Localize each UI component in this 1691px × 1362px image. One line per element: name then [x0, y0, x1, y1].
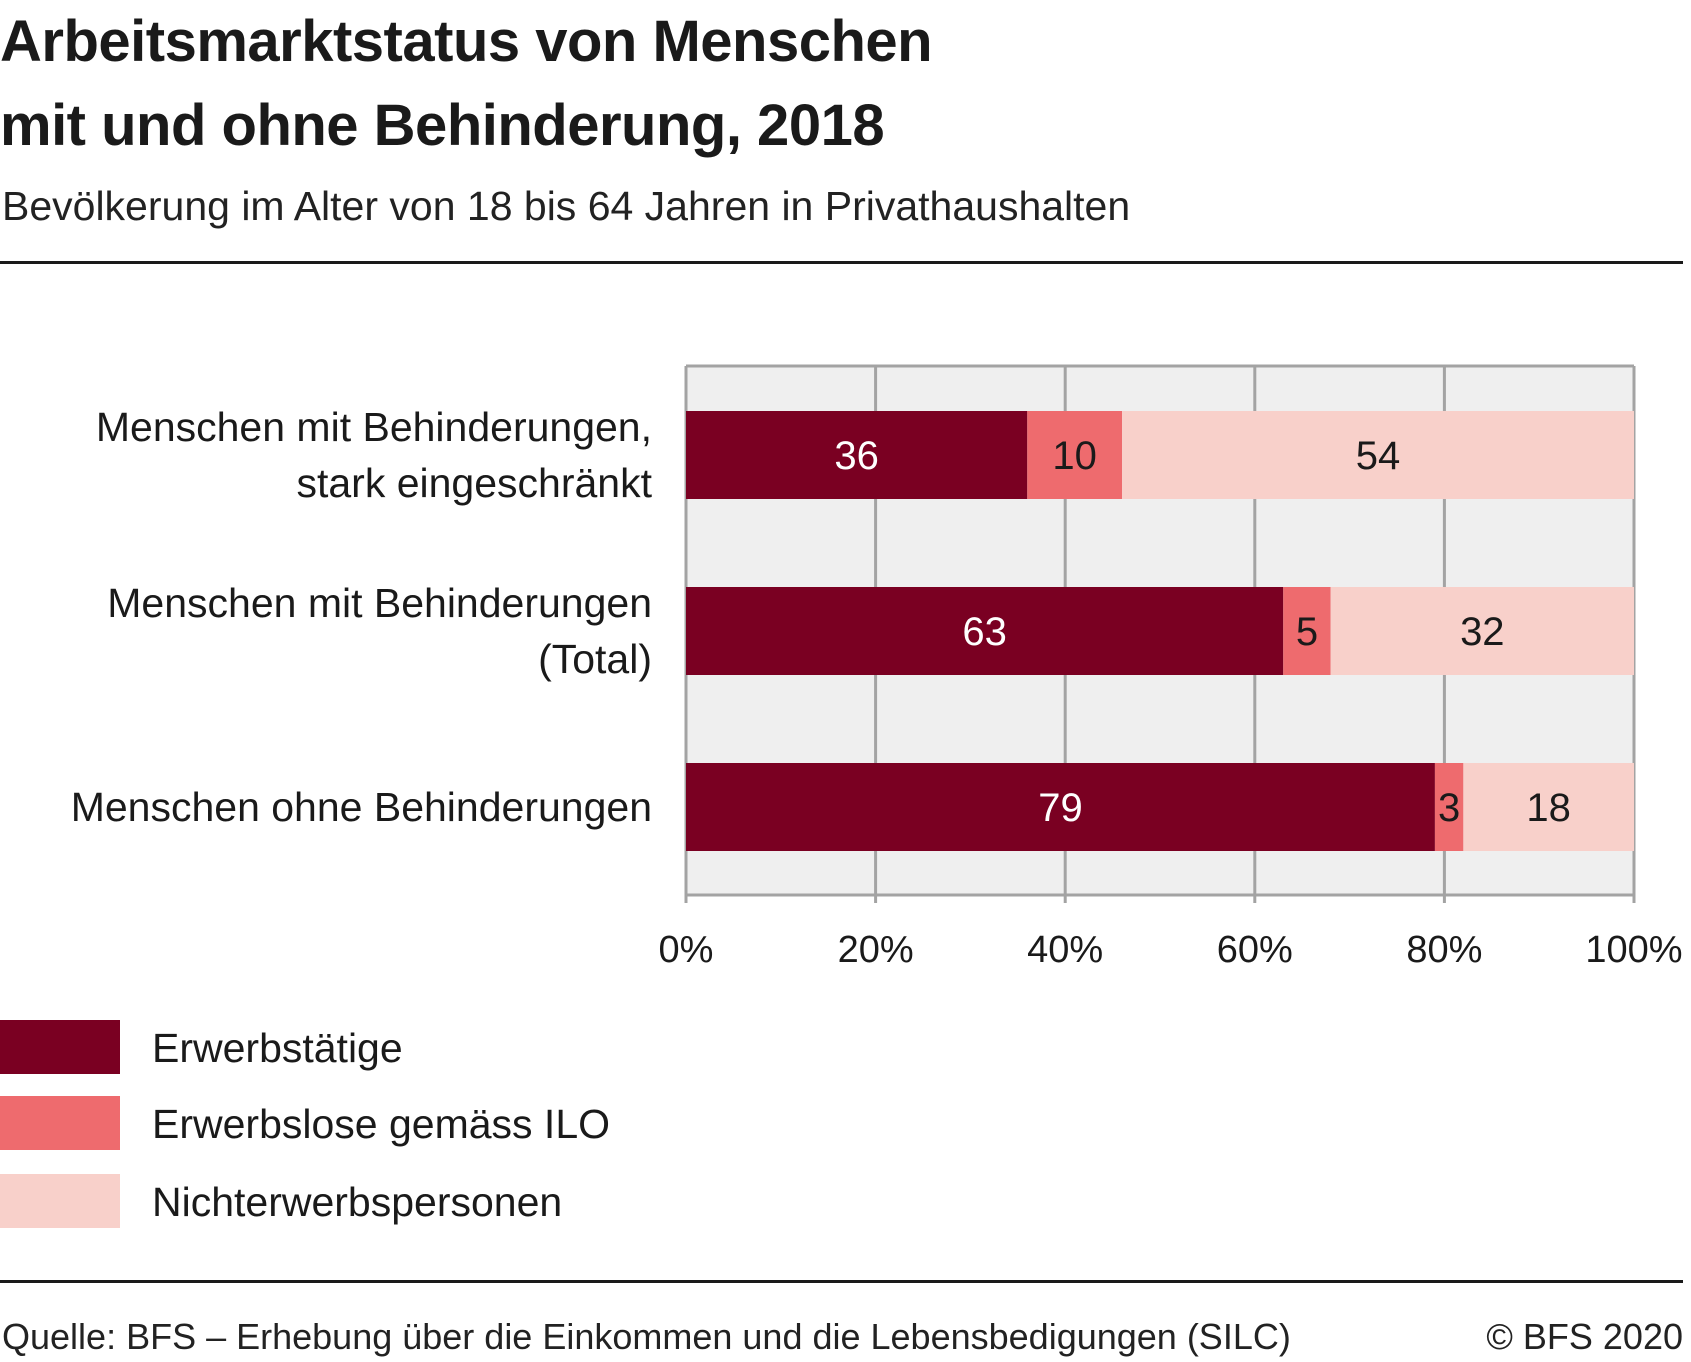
- x-tick-label: 100%: [1585, 929, 1682, 971]
- category-labels: Menschen mit Behinderungen, stark eingesc…: [71, 404, 653, 830]
- legend-swatch-nichterwerbspersonen: [0, 1174, 120, 1228]
- category-label: Menschen mit Behinderungen,: [96, 404, 652, 450]
- source-note: Quelle: BFS – Erhebung über die Einkomme…: [2, 1316, 1291, 1357]
- category-label: (Total): [538, 636, 652, 682]
- x-tick-label: 80%: [1406, 929, 1482, 971]
- bar-chart: 36 10 54 63 5 32 79 3 18 0% 20% 40% 60% 80% 100% Mens…: [71, 364, 1683, 971]
- data-label: 5: [1296, 610, 1318, 654]
- legend-item-erwerbslose: Erwerbslose gemäss ILO: [0, 1096, 700, 1152]
- bars: 36 10 54 63 5 32 79 3 18: [686, 411, 1634, 851]
- category-label: Menschen mit Behinderungen: [107, 580, 652, 626]
- chart-title: Arbeitsmarktstatus von Menschen mit und …: [0, 0, 933, 168]
- bar-segment: [1027, 411, 1123, 499]
- legend-item-nichterwerbspersonen: Nichterwerbspersonen: [0, 1174, 700, 1230]
- bar-segment: [1283, 587, 1331, 675]
- bar-segment: [1434, 763, 1464, 851]
- legend-item-erwerbstaetige: Erwerbstätige: [0, 1020, 700, 1076]
- x-tick-label: 60%: [1217, 929, 1293, 971]
- bar-segment: [686, 411, 1028, 499]
- chart-title-line-2: mit und ohne Behinderung, 2018: [0, 93, 885, 158]
- x-axis: 0% 20% 40% 60% 80% 100%: [659, 893, 1683, 971]
- x-tick-label: 0%: [659, 929, 714, 971]
- legend-swatch-erwerbstaetige: [0, 1020, 120, 1074]
- chart-title-line-1: Arbeitsmarktstatus von Menschen: [0, 9, 933, 74]
- data-label: 54: [1356, 434, 1401, 478]
- legend-label-nichterwerbspersonen: Nichterwerbspersonen: [152, 1179, 563, 1225]
- bar-segment: [1122, 411, 1634, 499]
- category-label: stark eingeschränkt: [296, 460, 652, 506]
- header-divider: [0, 261, 1683, 264]
- data-label: 79: [1038, 786, 1083, 830]
- data-label: 10: [1052, 434, 1097, 478]
- copyright-note: © BFS 2020: [1486, 1316, 1683, 1357]
- data-label: 32: [1460, 610, 1505, 654]
- bar-segment: [686, 587, 1284, 675]
- legend-label-erwerbstaetige: Erwerbstätige: [152, 1025, 403, 1071]
- footer-divider: [0, 1280, 1683, 1283]
- data-label: 36: [834, 434, 879, 478]
- x-tick-label: 20%: [838, 929, 914, 971]
- category-label: Menschen ohne Behinderungen: [71, 784, 652, 830]
- legend-swatch-erwerbslose: [0, 1096, 120, 1150]
- bar-segment: [1463, 763, 1634, 851]
- x-tick-label: 40%: [1027, 929, 1103, 971]
- data-label: 63: [962, 610, 1007, 654]
- bar-segment: [686, 763, 1435, 851]
- bar-segment: [1330, 587, 1634, 675]
- data-label: 3: [1438, 786, 1460, 830]
- data-label: 18: [1526, 786, 1571, 830]
- chart-subtitle: Bevölkerung im Alter von 18 bis 64 Jahre…: [2, 183, 1131, 229]
- legend-label-erwerbslose: Erwerbslose gemäss ILO: [152, 1101, 611, 1147]
